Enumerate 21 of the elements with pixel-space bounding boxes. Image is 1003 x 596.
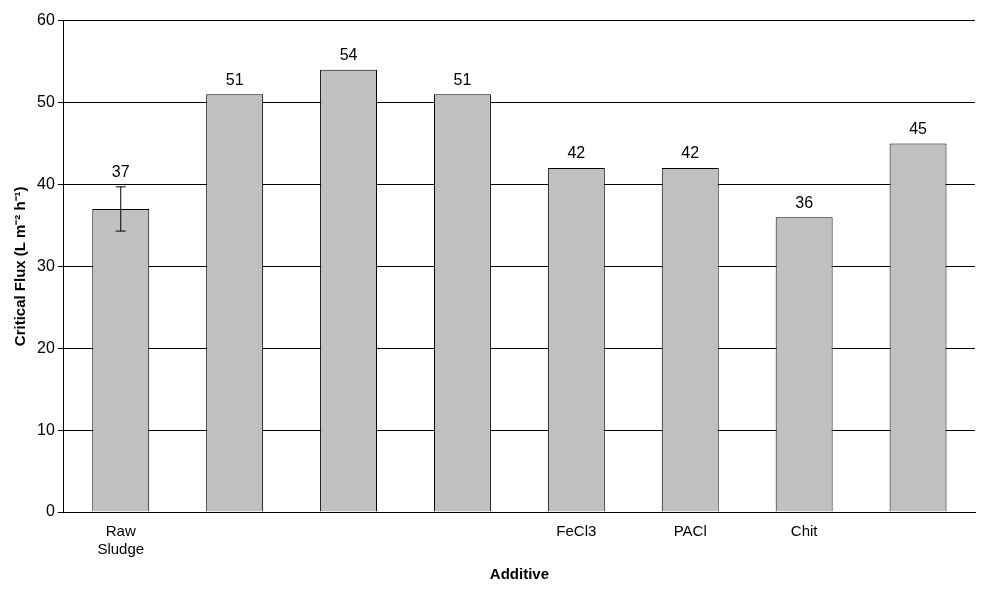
- x-tick-label: FeCl3: [556, 522, 597, 540]
- data-label: 42: [681, 144, 700, 162]
- data-label: 51: [453, 70, 472, 88]
- x-tick-label: Raw Sludge: [97, 522, 145, 558]
- y-tick-label: 60: [37, 11, 55, 29]
- x-axis-title: Additive: [489, 565, 549, 583]
- y-tick-label: 20: [37, 338, 55, 356]
- data-label: 36: [795, 193, 814, 211]
- x-tick-label: Chit: [790, 522, 819, 540]
- x-tick-label: PACl: [673, 522, 707, 540]
- y-axis-title: Critical Flux (L m⁻² h⁻¹): [11, 186, 29, 347]
- y-tick-label: 0: [45, 502, 55, 520]
- data-label: 45: [909, 119, 928, 137]
- y-tick-label: 30: [37, 256, 55, 274]
- data-label: 54: [339, 46, 358, 64]
- y-tick-label: 50: [37, 92, 55, 110]
- data-label: 42: [567, 144, 586, 162]
- data-label: 51: [225, 70, 244, 88]
- y-tick-label: 10: [37, 420, 55, 438]
- data-label: 37: [111, 163, 130, 181]
- y-tick-label: 40: [37, 174, 55, 192]
